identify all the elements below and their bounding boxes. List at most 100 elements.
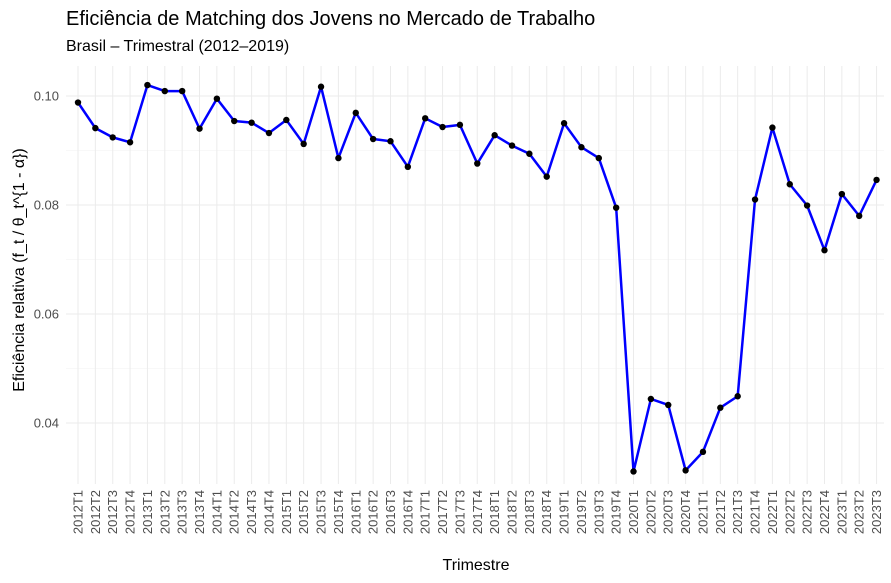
data-point: [317, 83, 325, 90]
y-tick-labels: 0.04 0.06 0.08 0.10: [34, 88, 59, 430]
data-point: [109, 134, 116, 141]
data-point: [161, 87, 168, 95]
x-tick-label: 2012T3: [105, 490, 120, 534]
x-tick-label: 2019T3: [591, 490, 606, 534]
data-point: [630, 468, 637, 475]
x-tick-label: 2017T4: [470, 490, 485, 534]
x-tick-label: 2013T4: [192, 490, 207, 534]
data-point: [369, 135, 377, 143]
x-tick-labels: 2012T1 2012T2 2012T3 2012T4 2013T1 2013T2 2013…: [71, 490, 885, 534]
data-point: [560, 120, 568, 127]
data-point: [856, 212, 863, 220]
y-tick-label: 0.04: [34, 415, 59, 430]
data-point: [283, 116, 290, 124]
data-point: [612, 204, 620, 211]
x-axis-title: Trimestre: [443, 557, 510, 574]
data-point: [92, 124, 99, 132]
data-point: [248, 119, 255, 126]
data-point: [526, 150, 533, 157]
x-tick-label: 2012T1: [71, 490, 86, 534]
data-point: [786, 181, 793, 188]
data-point: [265, 129, 273, 137]
x-tick-label: 2020T3: [661, 490, 676, 534]
data-point: [665, 401, 672, 409]
x-tick-label: 2021T2: [713, 490, 728, 534]
x-tick-label: 2012T4: [123, 490, 138, 534]
x-tick-label: 2020T4: [678, 490, 693, 534]
data-point: [474, 160, 481, 167]
data-point: [751, 196, 759, 203]
data-point: [74, 99, 82, 106]
data-point: [178, 87, 186, 95]
data-point: [456, 121, 464, 129]
x-tick-label: 2015T4: [331, 490, 346, 534]
data-point: [422, 115, 429, 122]
y-tick-label: 0.10: [34, 88, 59, 103]
x-tick-label: 2021T1: [695, 490, 710, 534]
data-point: [335, 154, 342, 162]
data-points: [74, 81, 880, 475]
x-tick-label: 2015T2: [296, 490, 311, 534]
x-tick-label: 2018T1: [487, 490, 502, 534]
x-tick-label: 2014T3: [244, 490, 259, 534]
x-tick-label: 2015T1: [279, 490, 294, 534]
data-point: [352, 109, 359, 117]
data-point: [578, 144, 585, 151]
x-tick-label: 2019T4: [609, 490, 624, 534]
x-tick-label: 2018T2: [505, 490, 520, 534]
x-tick-label: 2019T1: [557, 490, 572, 534]
x-tick-label: 2022T3: [800, 490, 815, 534]
data-point: [387, 138, 394, 145]
y-axis-title: Eficiência relativa (f_t / θ_t^{1 - α}): [11, 148, 28, 392]
data-point: [231, 117, 238, 125]
x-tick-label: 2018T3: [522, 490, 537, 534]
x-tick-label: 2016T1: [348, 490, 363, 534]
x-tick-label: 2023T3: [869, 490, 884, 534]
chart-title: Eficiência de Matching dos Jovens no Mer…: [66, 8, 596, 30]
data-point: [647, 395, 655, 403]
data-point: [491, 132, 498, 139]
data-point: [873, 176, 880, 184]
x-tick-label: 2022T2: [782, 490, 797, 534]
x-tick-label: 2022T4: [817, 490, 832, 534]
data-point: [734, 393, 741, 400]
x-tick-label: 2017T1: [418, 490, 433, 534]
data-point: [144, 81, 151, 89]
data-point: [508, 142, 516, 149]
data-point: [803, 202, 811, 209]
data-point: [595, 154, 602, 162]
x-tick-label: 2015T3: [314, 490, 329, 534]
chart-subtitle: Brasil – Trimestral (2012–2019): [66, 38, 290, 55]
x-tick-label: 2020T2: [643, 490, 658, 534]
x-tick-label: 2017T2: [435, 490, 450, 534]
data-point: [717, 404, 724, 411]
x-tick-label: 2017T3: [452, 490, 467, 534]
data-point: [300, 140, 307, 148]
x-tick-label: 2014T4: [261, 490, 276, 534]
data-point: [213, 95, 221, 102]
x-tick-label: 2016T4: [400, 490, 415, 534]
y-tick-label: 0.06: [34, 306, 59, 321]
x-tick-label: 2014T2: [227, 490, 242, 534]
data-point: [682, 467, 689, 474]
x-tick-label: 2014T1: [209, 490, 224, 534]
x-tick-label: 2021T3: [730, 490, 745, 534]
x-tick-label: 2018T4: [539, 490, 554, 534]
x-tick-label: 2022T1: [765, 490, 780, 534]
x-tick-label: 2023T1: [834, 490, 849, 534]
data-point: [543, 173, 550, 180]
data-point: [196, 125, 203, 132]
data-point: [699, 448, 707, 456]
data-point: [769, 124, 776, 131]
x-tick-label: 2013T1: [140, 490, 155, 534]
data-point: [838, 190, 846, 198]
x-tick-label: 2013T2: [157, 490, 172, 534]
x-tick-label: 2013T3: [175, 490, 190, 534]
data-point: [404, 163, 412, 171]
data-point: [439, 123, 446, 131]
x-tick-label: 2016T3: [383, 490, 398, 534]
x-tick-label: 2021T4: [748, 490, 763, 534]
grid: [66, 66, 884, 484]
x-tick-label: 2012T2: [88, 490, 103, 534]
